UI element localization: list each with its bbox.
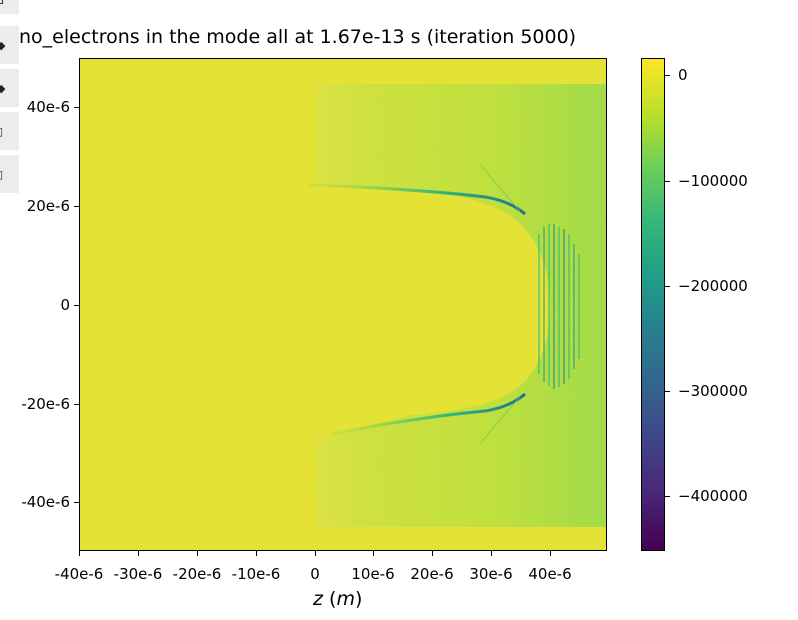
y-tick [74,404,79,405]
colorbar-tick-label: −100000 [678,172,748,190]
x-axis-unit: m [336,588,355,610]
heatmap [307,84,606,527]
x-tick-label: 10e-6 [351,565,395,583]
colorbar-tick-label: 0 [678,66,688,84]
y-tick-label: 0 [60,296,70,314]
x-axis-label: z (m) [313,588,362,610]
plot-area[interactable] [79,58,607,551]
y-tick [74,502,79,503]
x-tick-label: 0 [310,565,320,583]
y-tick-label: -40e-6 [21,493,70,511]
x-tick-label: 20e-6 [410,565,454,583]
x-tick-label: -20e-6 [172,565,222,583]
x-tick-label: 30e-6 [469,565,513,583]
y-tick [74,305,79,306]
colorbar-tick [665,181,670,182]
x-tick [373,551,374,556]
colorbar-tick [665,391,670,392]
x-tick [550,551,551,556]
x-axis-var: z [313,588,323,610]
x-tick [197,551,198,556]
x-axis-unit-close: ) [354,588,363,610]
home-button[interactable]: ⌂ [0,0,19,14]
y-tick [74,206,79,207]
y-tick [74,107,79,108]
x-tick [491,551,492,556]
y-tick-label: 20e-6 [26,197,70,215]
colorbar-tick [665,496,670,497]
zoom-button[interactable]: ▯ [0,112,19,150]
x-tick [138,551,139,556]
x-tick [432,551,433,556]
x-tick [315,551,316,556]
save-button[interactable]: ▯ [0,155,19,193]
colorbar-tick-label: −400000 [678,487,748,505]
chart-title-text: no_electrons in the mode all at 1.67e-13… [19,26,577,48]
x-axis-unit-open: ( [329,588,337,610]
forward-button[interactable]: ◆ [0,69,19,107]
x-tick-label: -30e-6 [113,565,163,583]
back-button[interactable]: ◆ [0,26,19,64]
forward-arrow-icon: ◆ [0,81,6,95]
zoom-rect-icon: ▯ [0,124,4,138]
back-arrow-icon: ◆ [0,38,6,52]
x-tick-label: 40e-6 [528,565,572,583]
x-tick [79,551,80,556]
home-icon: ⌂ [0,0,4,7]
y-tick-label: -20e-6 [21,395,70,413]
x-tick-label: -10e-6 [231,565,281,583]
colorbar-tick-label: −200000 [678,277,748,295]
y-tick-label: 40e-6 [26,98,70,116]
striations [538,224,580,389]
x-tick-label: -40e-6 [54,565,104,583]
colorbar-tick [665,75,670,76]
colorbar [641,58,665,551]
x-tick [256,551,257,556]
colorbar-tick [665,286,670,287]
colorbar-tick-label: −300000 [678,382,748,400]
save-icon: ▯ [0,167,4,181]
